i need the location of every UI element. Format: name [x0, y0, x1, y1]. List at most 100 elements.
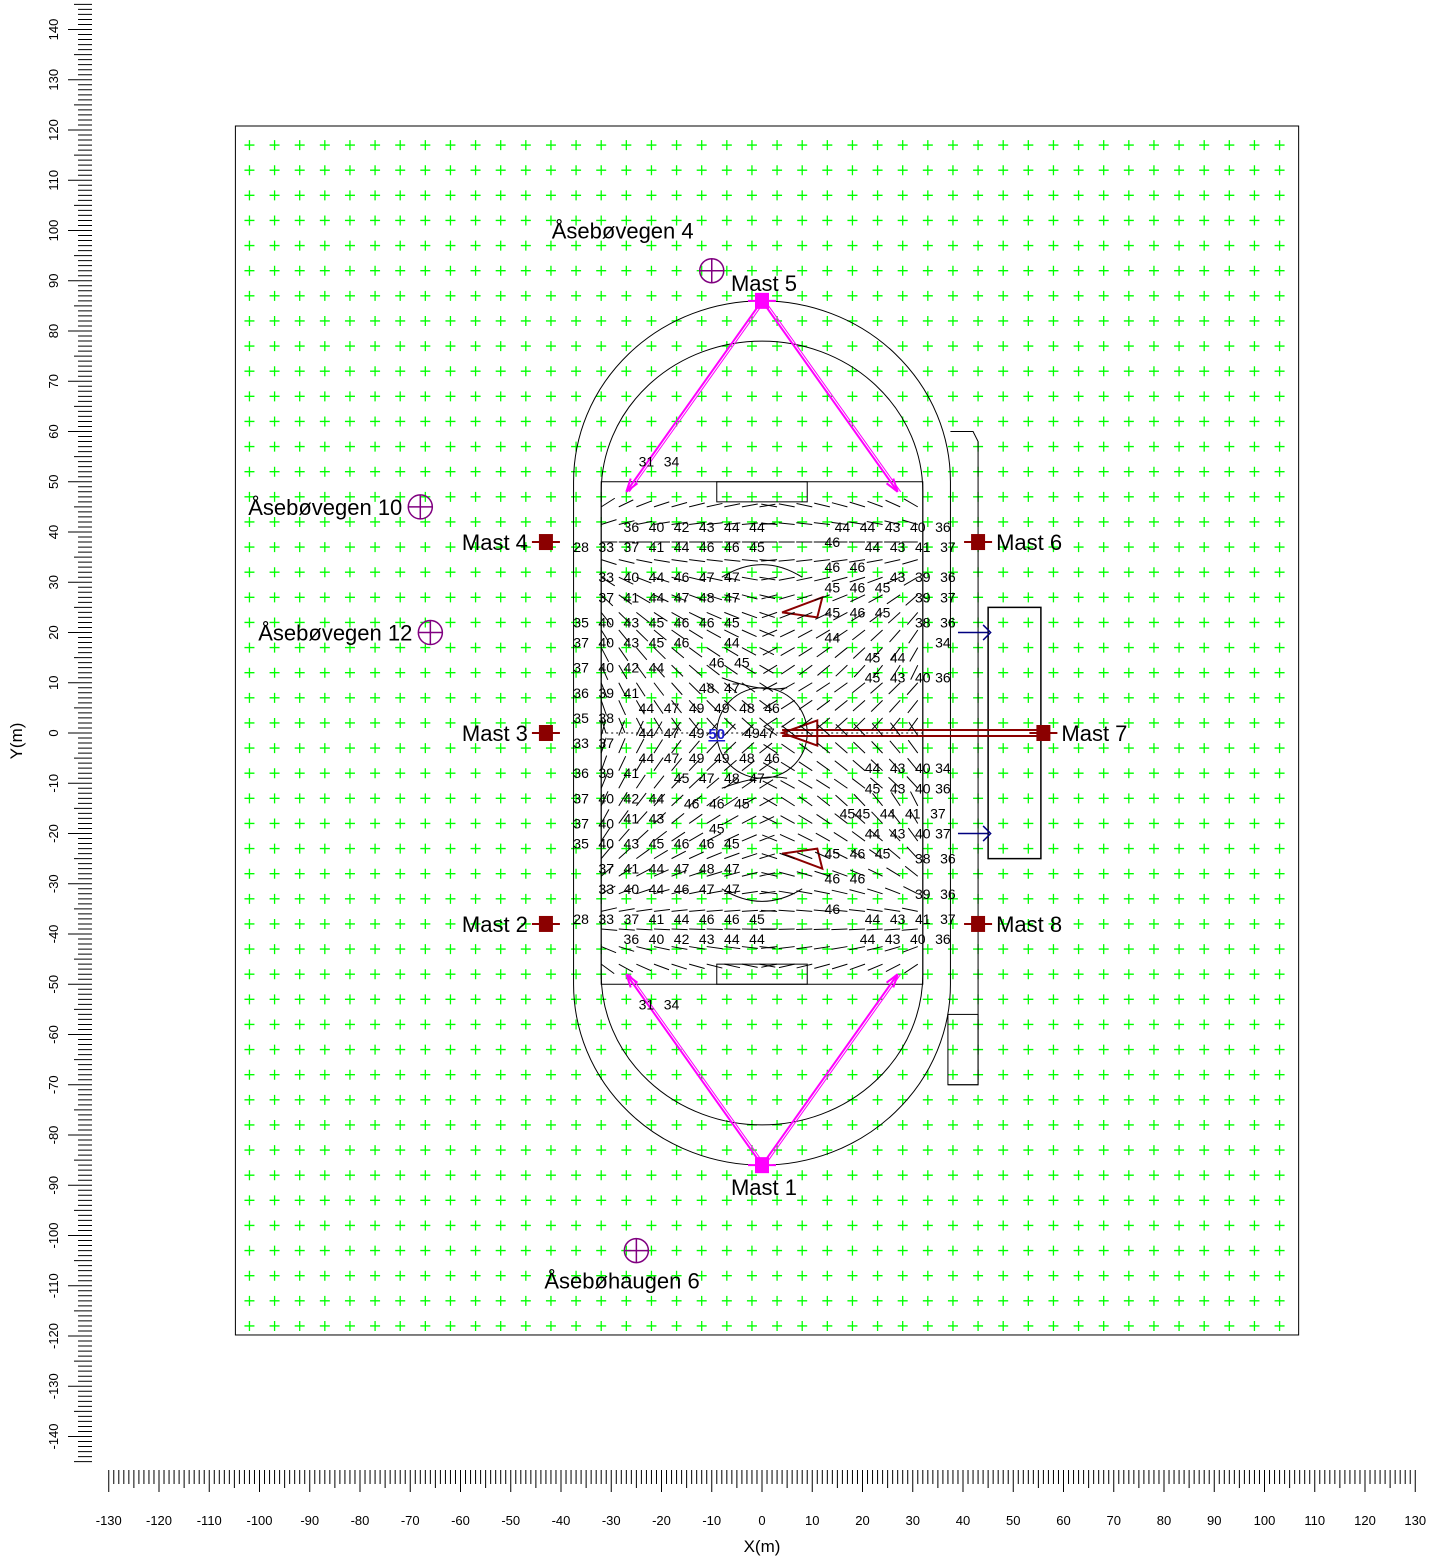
beam-m1-right [761, 973, 899, 1166]
value-label: 45 [724, 614, 740, 630]
value-label: 44 [865, 826, 881, 842]
x-tick-label: -100 [246, 1513, 272, 1528]
y-tick-label: -100 [46, 1222, 61, 1248]
value-label: 41 [915, 911, 931, 927]
y-tick-label: 30 [46, 575, 61, 589]
value-label: 45 [875, 604, 891, 620]
value-label: 46 [699, 911, 715, 927]
value-label: 47 [759, 725, 775, 741]
value-label: 41 [624, 685, 640, 701]
value-label: 40 [910, 519, 926, 535]
beam-m1-left-2 [628, 973, 766, 1166]
mast-label: Mast 6 [996, 530, 1062, 555]
y-tick-label: -10 [46, 774, 61, 793]
value-label: 46 [699, 539, 715, 555]
beam-m7-head [779, 719, 819, 747]
value-label: 47 [724, 881, 740, 897]
value-label: 37 [930, 805, 946, 821]
value-label: 49 [689, 700, 705, 716]
value-label: 45 [865, 650, 881, 666]
value-label: 37 [935, 826, 951, 842]
x-tick-label: 0 [758, 1513, 765, 1528]
value-label: 43 [890, 670, 906, 686]
value-label: 43 [890, 826, 906, 842]
value-label: 44 [865, 760, 881, 776]
beam-m5-left [625, 300, 763, 493]
value-label: 38 [598, 710, 614, 726]
beam-m5-right [761, 300, 899, 493]
value-label: 46 [764, 750, 780, 766]
receiver-label: Åsebøvegen 4 [552, 219, 694, 244]
light-beams [625, 300, 1044, 1166]
beam-m8-head [781, 847, 824, 871]
y-tick-label: 130 [46, 69, 61, 91]
value-label: 45 [855, 805, 871, 821]
value-label: 47 [724, 589, 740, 605]
value-label: 40 [598, 790, 614, 806]
track-outer [573, 300, 951, 1166]
value-label: 34 [935, 760, 951, 776]
y-tick-label: 120 [46, 119, 61, 141]
value-label: 44 [649, 660, 665, 676]
y-tick-label: 70 [46, 374, 61, 388]
value-label: 42 [624, 790, 640, 806]
x-tick-label: -10 [702, 1513, 721, 1528]
value-label: 48 [739, 700, 755, 716]
beam-m6-head [781, 595, 824, 619]
y-tick-label: 50 [46, 475, 61, 489]
y-tick-label: -40 [46, 925, 61, 944]
value-label: 46 [674, 881, 690, 897]
value-label: 46 [674, 614, 690, 630]
x-tick-label: 90 [1207, 1513, 1221, 1528]
value-label: 36 [624, 519, 640, 535]
receiver-label: Åsebøvegen 10 [248, 495, 402, 520]
value-label: 46 [850, 871, 866, 887]
value-label: 39 [915, 569, 931, 585]
fence-right [947, 431, 979, 1086]
value-label: 37 [624, 539, 640, 555]
value-label: 40 [598, 836, 614, 852]
x-tick-label: -30 [602, 1513, 621, 1528]
y-ruler-ticks [68, 3, 92, 1463]
value-label: 44 [649, 569, 665, 585]
value-label: 44 [649, 790, 665, 806]
value-label: 31 [639, 454, 655, 470]
x-tick-label: 10 [805, 1513, 819, 1528]
value-label: 36 [935, 519, 951, 535]
value-label: 47 [664, 750, 680, 766]
x-tick-label: -80 [351, 1513, 370, 1528]
value-label: 43 [890, 911, 906, 927]
arc-mid-bottom [721, 776, 788, 789]
value-label: 33 [598, 569, 614, 585]
receiver-cross [624, 1238, 649, 1263]
value-label: 42 [674, 931, 690, 947]
receiver-label: Åsebøvegen 12 [258, 621, 412, 646]
value-label: 44 [639, 700, 655, 716]
value-label: 37 [573, 815, 589, 831]
beam-m5-right-head [885, 478, 899, 493]
receivers: Åsebøvegen 4 Åsebøvegen 10 Åsebøvegen 12 Ås… [248, 219, 725, 1294]
value-label: 41 [624, 765, 640, 781]
value-label: 43 [890, 780, 906, 796]
value-label: 36 [624, 931, 640, 947]
value-label: 34 [664, 454, 680, 470]
value-label: 49 [689, 725, 705, 741]
x-tick-label: 50 [1006, 1513, 1020, 1528]
value-label: 44 [724, 931, 740, 947]
value-label: 36 [573, 765, 589, 781]
x-ruler-ticks [108, 1470, 1416, 1492]
value-label: 47 [724, 861, 740, 877]
value-label: 31 [639, 996, 655, 1012]
value-label: 45 [724, 836, 740, 852]
y-tick-label: -120 [46, 1323, 61, 1349]
value-label: 40 [915, 826, 931, 842]
max-value-label: 50 [708, 726, 725, 743]
value-label: 46 [684, 795, 700, 811]
value-label: 44 [724, 635, 740, 651]
value-label: 44 [835, 519, 851, 535]
vector-lines [600, 497, 919, 975]
receiver-label: Åsebøhaugen 6 [544, 1269, 699, 1294]
x-tick-label: 80 [1157, 1513, 1171, 1528]
value-label: 33 [598, 539, 614, 555]
